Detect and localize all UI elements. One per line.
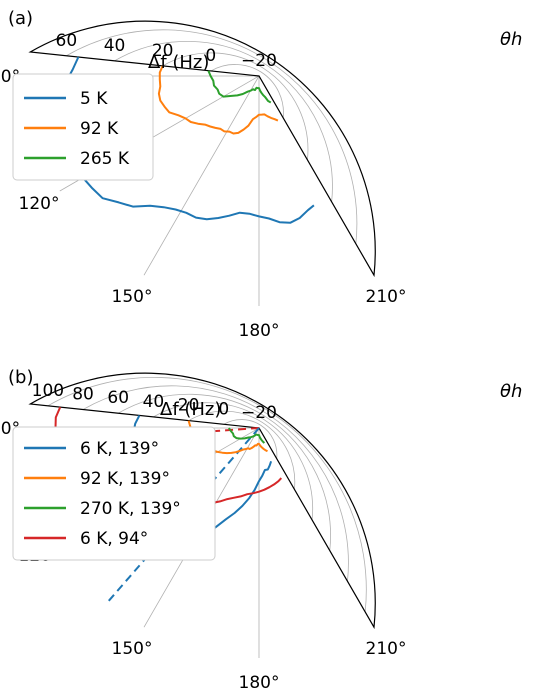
grid-arc <box>82 385 349 582</box>
legend-label: 265 K <box>80 149 130 169</box>
legend-entry: 270 K, 139° <box>24 499 181 519</box>
radial-tick-label: 60 <box>107 388 129 408</box>
grid-arc <box>66 29 358 244</box>
radial-tick-label: −20 <box>241 51 277 71</box>
angular-tick-label: 180° <box>239 673 280 693</box>
polar-frame <box>28 372 376 630</box>
series-line <box>157 65 279 135</box>
legend-label: 92 K <box>80 119 119 139</box>
angular-tick-label: 150° <box>112 287 153 307</box>
panel-a: (a) −20020406090°120°150°180°210° Δf (Hz… <box>0 8 522 341</box>
angular-tick-label: 150° <box>112 639 153 659</box>
legend-entry: 6 K, 139° <box>24 439 159 459</box>
panel-a-angular-axis-title: θh <box>500 29 522 50</box>
radial-tick-label: 40 <box>104 36 126 56</box>
legend-label: 5 K <box>80 89 108 109</box>
radial-tick-label: 0 <box>205 46 216 66</box>
panel-b-radial-axis-title: Δf (Hz) <box>160 399 221 420</box>
legend-entry: 5 K <box>24 89 108 109</box>
grid-spoke <box>143 75 260 276</box>
grid-arc <box>210 64 284 118</box>
legend-entry: 92 K, 139° <box>24 469 170 489</box>
radial-tick-label: 0 <box>218 399 229 419</box>
legend-frame <box>12 426 216 561</box>
panel-a-legend: 5 K 92 K 265 K <box>12 73 154 181</box>
panel-a-radial-axis-title: Δf (Hz) <box>148 52 209 73</box>
radial-tick-label: 20 <box>152 41 174 61</box>
series-line <box>228 427 266 444</box>
panel-a-tick-labels: −20020406090°120°150°180°210° <box>0 31 406 341</box>
radial-tick-label: 60 <box>56 31 78 51</box>
panel-b: (b) −2002040608010090°120°150°180°210° Δ… <box>0 367 522 693</box>
legend-entry: 265 K <box>24 149 130 169</box>
radial-tick-label: 40 <box>143 392 165 412</box>
legend-label: 270 K, 139° <box>80 499 181 519</box>
legend-entry: 92 K <box>24 119 119 139</box>
polar-frame <box>28 20 376 278</box>
radial-tick-label: 100 <box>32 381 64 401</box>
legend-label: 92 K, 139° <box>80 469 170 489</box>
grid-arc <box>153 402 314 520</box>
grid-arc <box>223 419 278 459</box>
panel-b-label: (b) <box>8 367 33 388</box>
panel-b-angular-axis-title: θh <box>500 381 522 402</box>
legend-label: 6 K, 94° <box>80 529 148 549</box>
legend-entry: 6 K, 94° <box>24 529 148 549</box>
angular-tick-label: 120° <box>19 194 60 214</box>
grid-arc <box>162 52 309 160</box>
radial-tick-label: −20 <box>241 403 277 423</box>
radial-tick-label: 20 <box>178 396 200 416</box>
angular-tick-label: 210° <box>366 639 407 659</box>
panel-a-label: (a) <box>8 8 33 29</box>
grid-arc <box>114 41 333 202</box>
panel-b-legend: 6 K, 139° 92 K, 139° 270 K, 139° 6 K, 94… <box>12 426 216 561</box>
radial-tick-label: 80 <box>72 385 94 405</box>
angular-tick-label: 180° <box>239 321 280 341</box>
grid-arc <box>47 376 367 612</box>
grid-arc <box>118 393 331 551</box>
angular-tick-label: 210° <box>366 287 407 307</box>
grid-arc <box>188 410 296 490</box>
series-line <box>207 70 272 104</box>
legend-frame <box>12 73 154 181</box>
legend-label: 6 K, 139° <box>80 439 159 459</box>
